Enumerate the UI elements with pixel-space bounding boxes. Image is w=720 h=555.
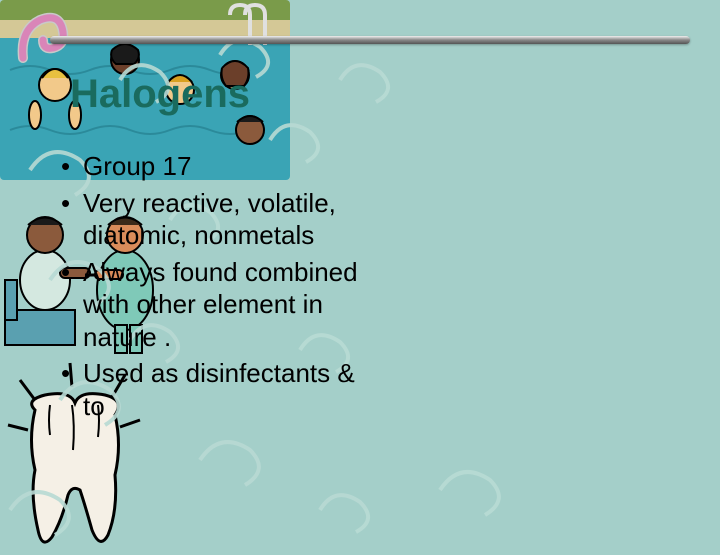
bullet-item: Group 17 xyxy=(55,150,365,183)
bullet-item: Used as disinfectants & to xyxy=(55,357,365,422)
slide-title: Halogens xyxy=(70,72,250,117)
bullet-item: Very reactive, volatile, diatomic, nonme… xyxy=(55,187,365,252)
bullet-item: Always found combined with other element… xyxy=(55,256,365,354)
title-divider xyxy=(50,36,690,44)
bullet-list: Group 17 Very reactive, volatile, diatom… xyxy=(55,150,365,426)
